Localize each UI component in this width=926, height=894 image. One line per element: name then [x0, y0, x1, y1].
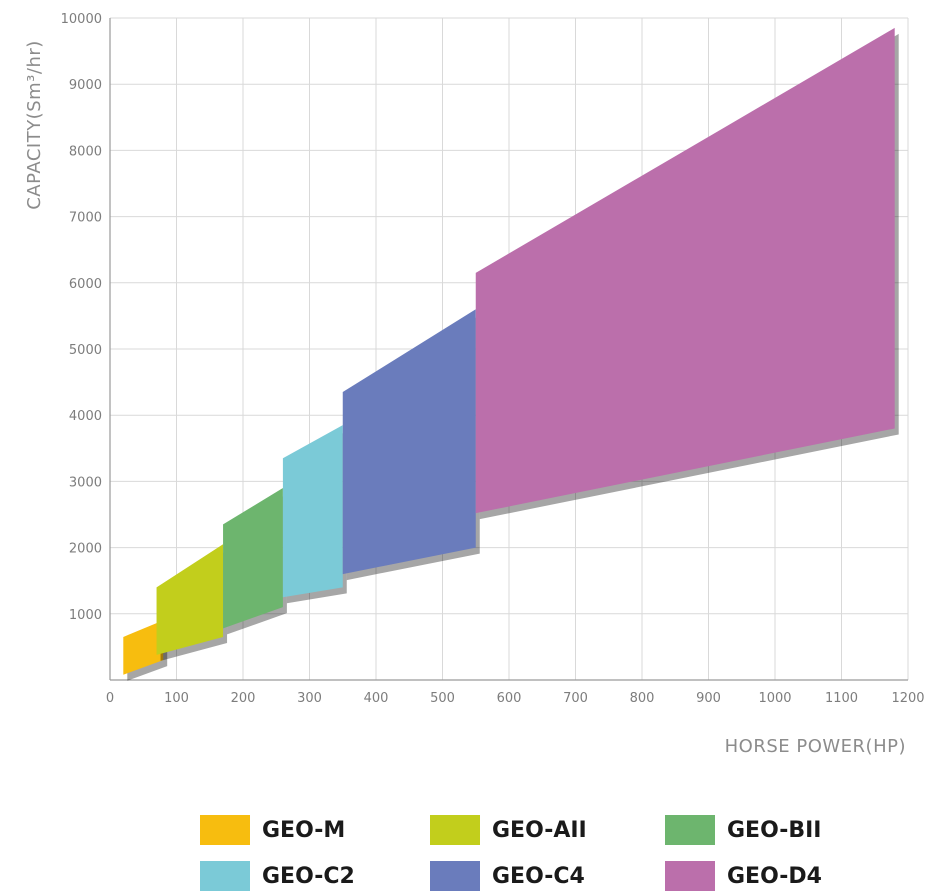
legend-item-geo-c2: GEO-C2	[200, 858, 430, 894]
y-tick-label: 9000	[69, 78, 102, 93]
legend-item-geo-bii: GEO-BII	[665, 812, 895, 848]
x-tick-label: 100	[164, 691, 189, 706]
series-area-geo-d4	[475, 27, 895, 514]
x-tick-label: 500	[430, 691, 455, 706]
y-tick-label: 4000	[69, 409, 102, 424]
x-tick-label: 800	[630, 691, 655, 706]
legend-label: GEO-BII	[727, 817, 822, 843]
legend-label: GEO-C2	[262, 863, 355, 889]
chart-canvas: 0 100 200 300 400 500 600 700 800 900 1000 1100 1200…	[24, 12, 925, 757]
y-tick-label: 8000	[69, 144, 102, 159]
legend-item-geo-aii: GEO-AII	[430, 812, 665, 848]
legend-swatch	[430, 815, 480, 845]
series-area-geo-c4	[342, 309, 476, 575]
legend-swatch	[200, 861, 250, 891]
x-tick-label: 700	[563, 691, 588, 706]
chart-legend: GEO-M GEO-AII GEO-BII GEO-C2 GEO-C4 GEO-…	[200, 812, 900, 894]
x-axis-title: HORSE POWER(HP)	[725, 736, 906, 757]
x-tick-label: 1100	[825, 691, 858, 706]
series-area-geo-c2	[282, 425, 343, 598]
x-tick-label: 1000	[758, 691, 791, 706]
x-tick-label: 600	[497, 691, 522, 706]
x-tick-label: 300	[297, 691, 322, 706]
y-tick-label: 3000	[69, 475, 102, 490]
chart-series	[123, 27, 899, 681]
y-tick-label: 5000	[69, 343, 102, 358]
legend-item-geo-d4: GEO-D4	[665, 858, 895, 894]
y-tick-label: 10000	[61, 12, 102, 27]
y-tick-label: 2000	[69, 542, 102, 557]
legend-label: GEO-M	[262, 817, 346, 843]
legend-label: GEO-C4	[492, 863, 585, 889]
chart-ticks: 0 100 200 300 400 500 600 700 800 900 1000 1100 1200…	[61, 12, 925, 706]
series-area-geo-bii	[223, 488, 283, 629]
legend-label: GEO-D4	[727, 863, 822, 889]
series-area-geo-aii	[156, 544, 224, 655]
legend-swatch	[665, 815, 715, 845]
x-tick-label: 200	[231, 691, 256, 706]
y-axis-title: CAPACITY(Sm³/hr)	[24, 40, 45, 210]
series-area-geo-m	[123, 620, 164, 675]
x-tick-label: 900	[696, 691, 721, 706]
legend-swatch	[665, 861, 715, 891]
legend-item-geo-c4: GEO-C4	[430, 858, 665, 894]
legend-swatch	[200, 815, 250, 845]
x-tick-label: 1200	[891, 691, 924, 706]
y-tick-label: 6000	[69, 277, 102, 292]
x-tick-label: 400	[364, 691, 389, 706]
legend-label: GEO-AII	[492, 817, 587, 843]
legend-item-geo-m: GEO-M	[200, 812, 430, 848]
x-tick-label: 0	[106, 691, 114, 706]
legend-swatch	[430, 861, 480, 891]
y-tick-label: 7000	[69, 211, 102, 226]
y-tick-label: 1000	[69, 608, 102, 623]
